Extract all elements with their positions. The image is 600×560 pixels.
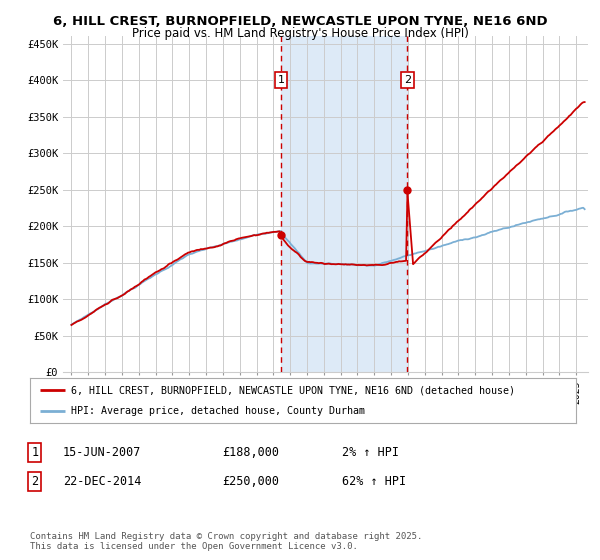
- Bar: [281, 36, 407, 372]
- Text: £188,000: £188,000: [222, 446, 279, 459]
- Text: 6, HILL CREST, BURNOPFIELD, NEWCASTLE UPON TYNE, NE16 6ND (detached house): 6, HILL CREST, BURNOPFIELD, NEWCASTLE UP…: [71, 385, 515, 395]
- Text: 2: 2: [404, 75, 411, 85]
- Text: Contains HM Land Registry data © Crown copyright and database right 2025.
This d: Contains HM Land Registry data © Crown c…: [30, 532, 422, 552]
- Text: Price paid vs. HM Land Registry's House Price Index (HPI): Price paid vs. HM Land Registry's House …: [131, 27, 469, 40]
- Text: HPI: Average price, detached house, County Durham: HPI: Average price, detached house, Coun…: [71, 405, 365, 416]
- Text: £250,000: £250,000: [222, 475, 279, 488]
- Text: 22-DEC-2014: 22-DEC-2014: [63, 475, 142, 488]
- Text: 1: 1: [31, 446, 38, 459]
- Text: 62% ↑ HPI: 62% ↑ HPI: [342, 475, 406, 488]
- Text: 1: 1: [277, 75, 284, 85]
- Text: 2% ↑ HPI: 2% ↑ HPI: [342, 446, 399, 459]
- Text: 6, HILL CREST, BURNOPFIELD, NEWCASTLE UPON TYNE, NE16 6ND: 6, HILL CREST, BURNOPFIELD, NEWCASTLE UP…: [53, 15, 547, 27]
- Text: 2: 2: [31, 475, 38, 488]
- Text: 15-JUN-2007: 15-JUN-2007: [63, 446, 142, 459]
